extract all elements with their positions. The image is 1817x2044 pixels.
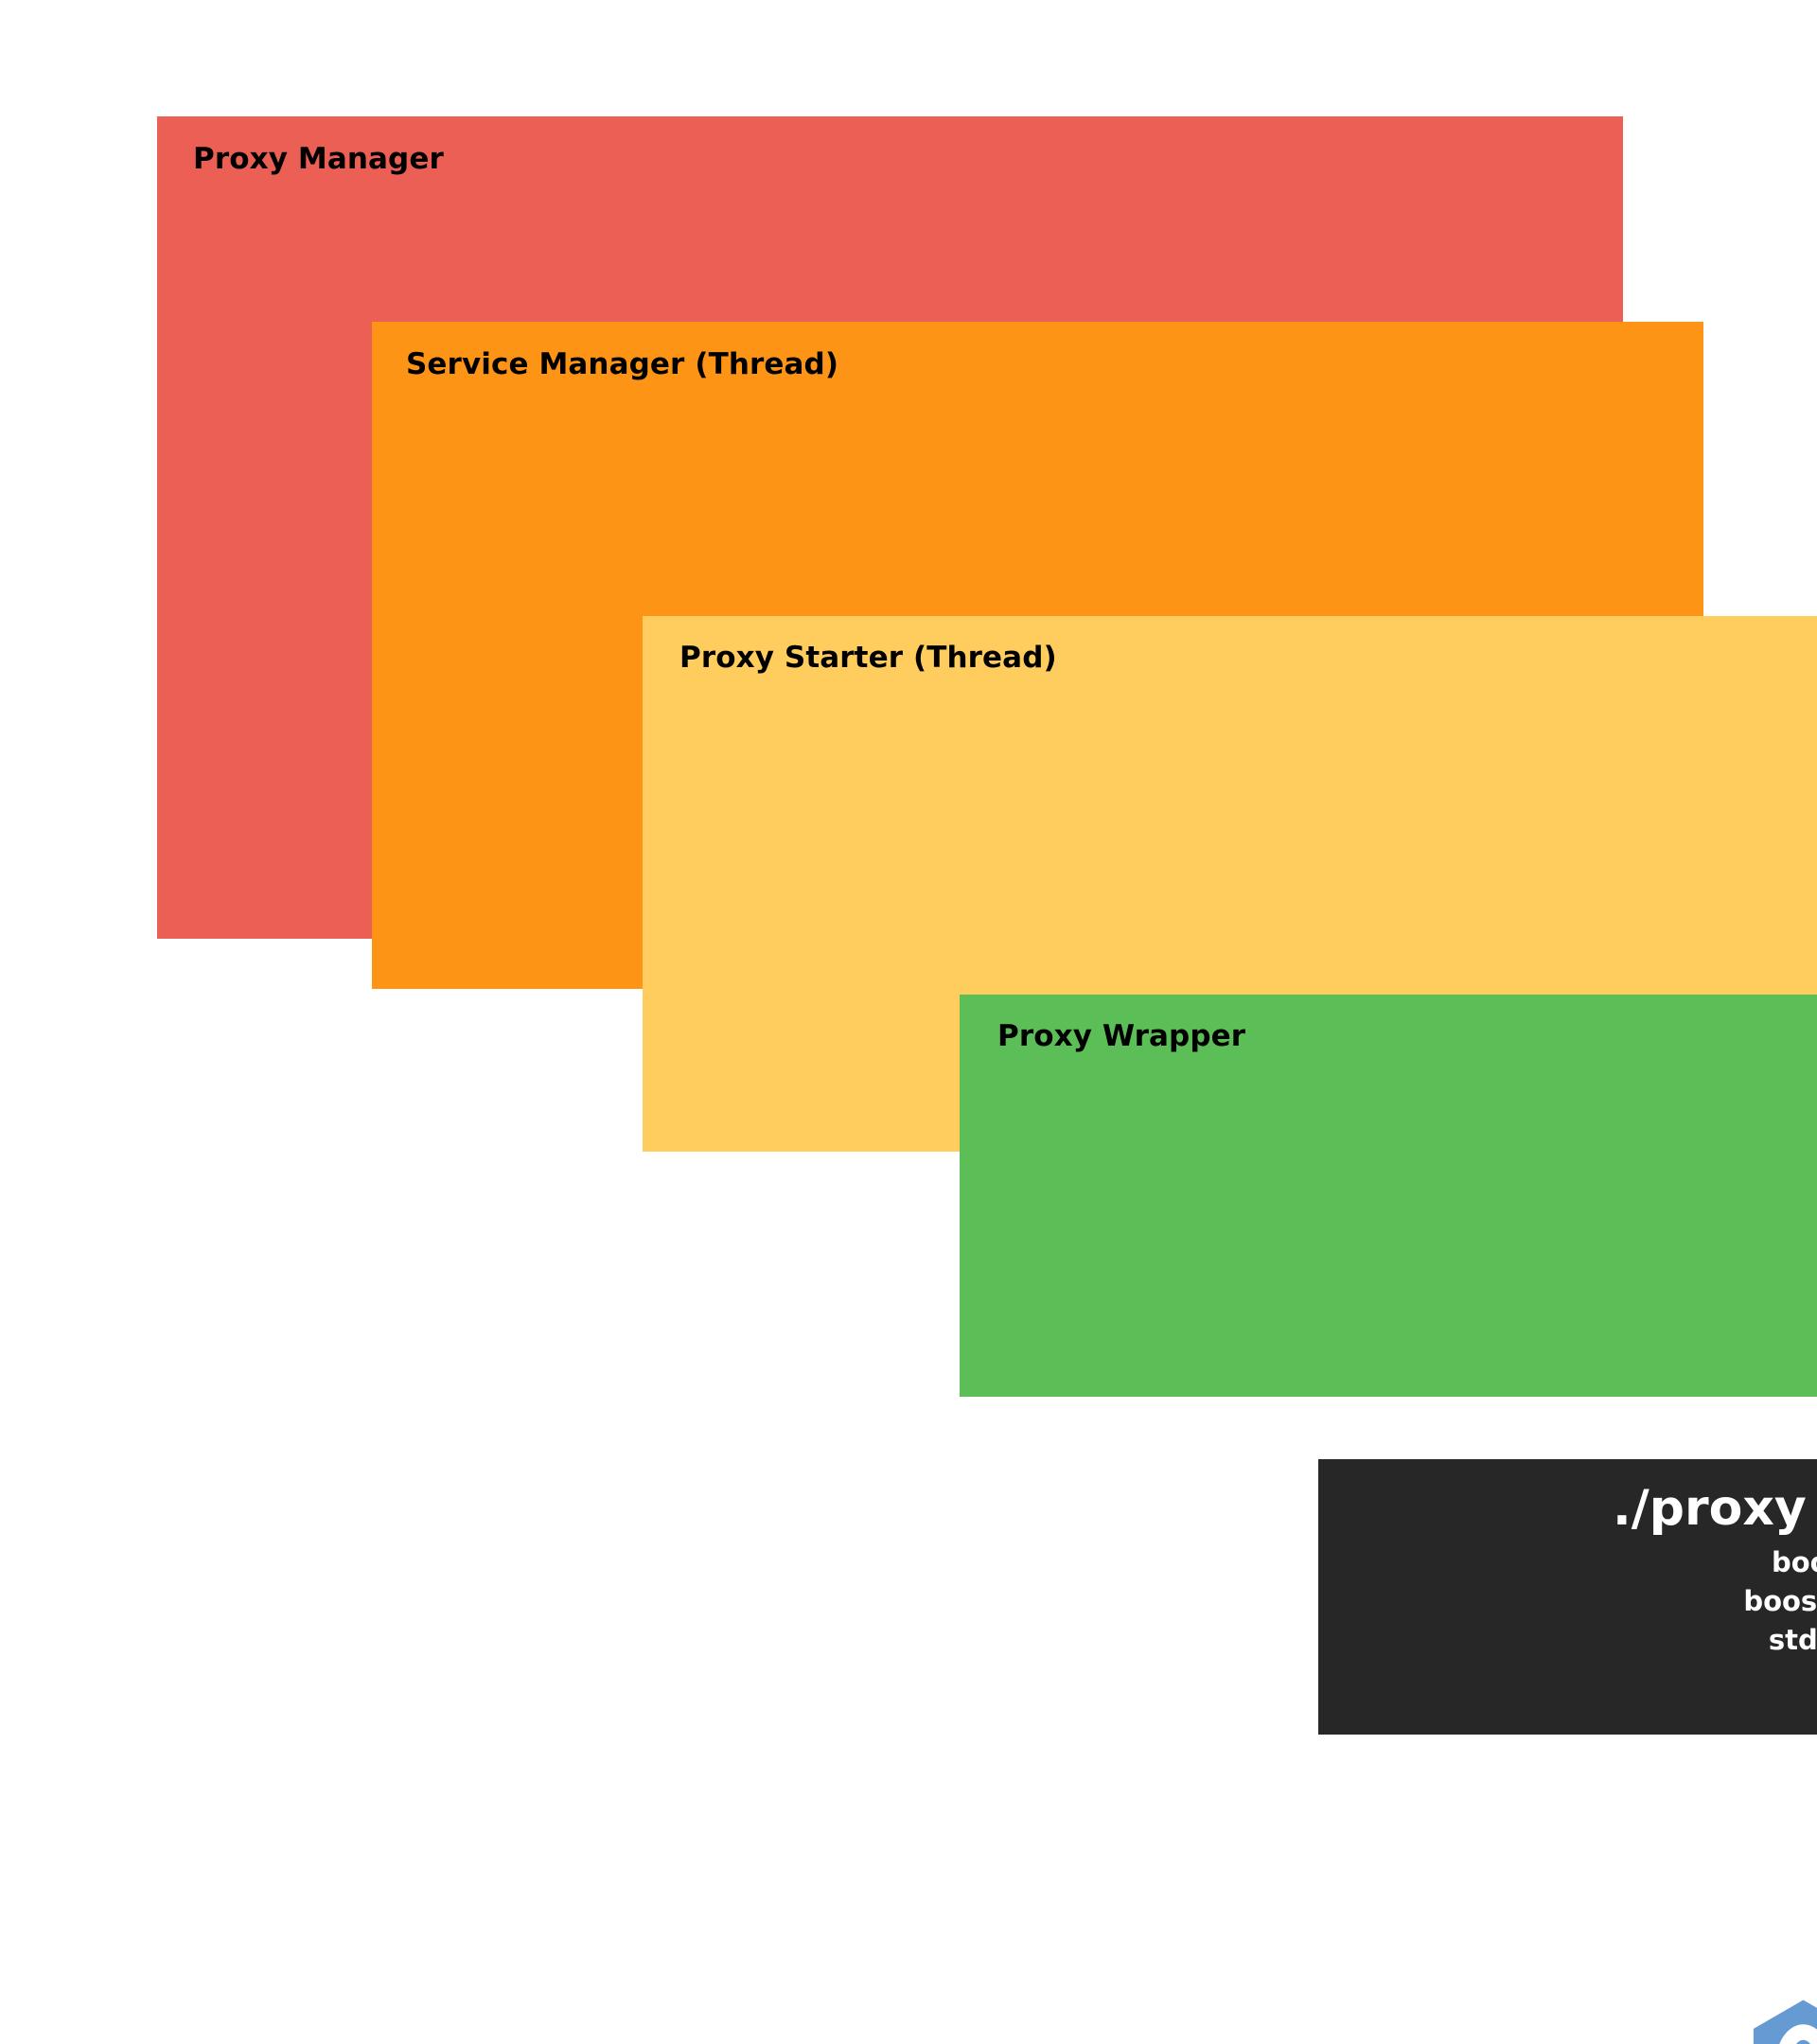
layer-proxy-manager: Proxy Manager Service Manager (Thread) P… (157, 116, 1817, 2044)
process-box: ./proxy (Process) boost::ios boost::sock… (1318, 1459, 1817, 2044)
process-library-boost-ios: boost::ios (1771, 1546, 1817, 1579)
layer-proxy-wrapper: Proxy Wrapper (960, 995, 1817, 2044)
layer-label-proxy-wrapper: Proxy Wrapper (997, 1019, 1246, 1053)
cpp-logo-icon (1746, 1997, 1817, 2044)
layer-service-manager: Service Manager (Thread) Proxy Starter (… (372, 322, 1817, 2044)
process-library-std-regex: std::regex (1768, 1623, 1817, 1656)
process-title: ./proxy (Process) (1613, 1480, 1817, 1537)
process-text-block: ./proxy (Process) boost::ios boost::sock… (1470, 1480, 1817, 1657)
layer-label-proxy-starter: Proxy Starter (Thread) (679, 641, 1057, 675)
layer-label-service-manager: Service Manager (Thread) (406, 347, 839, 381)
layer-label-proxy-manager: Proxy Manager (193, 142, 444, 176)
layer-proxy-starter: Proxy Starter (Thread) Proxy Wrapper (643, 616, 1817, 2044)
process-library-boost-socket: boost::socket (1743, 1585, 1817, 1618)
